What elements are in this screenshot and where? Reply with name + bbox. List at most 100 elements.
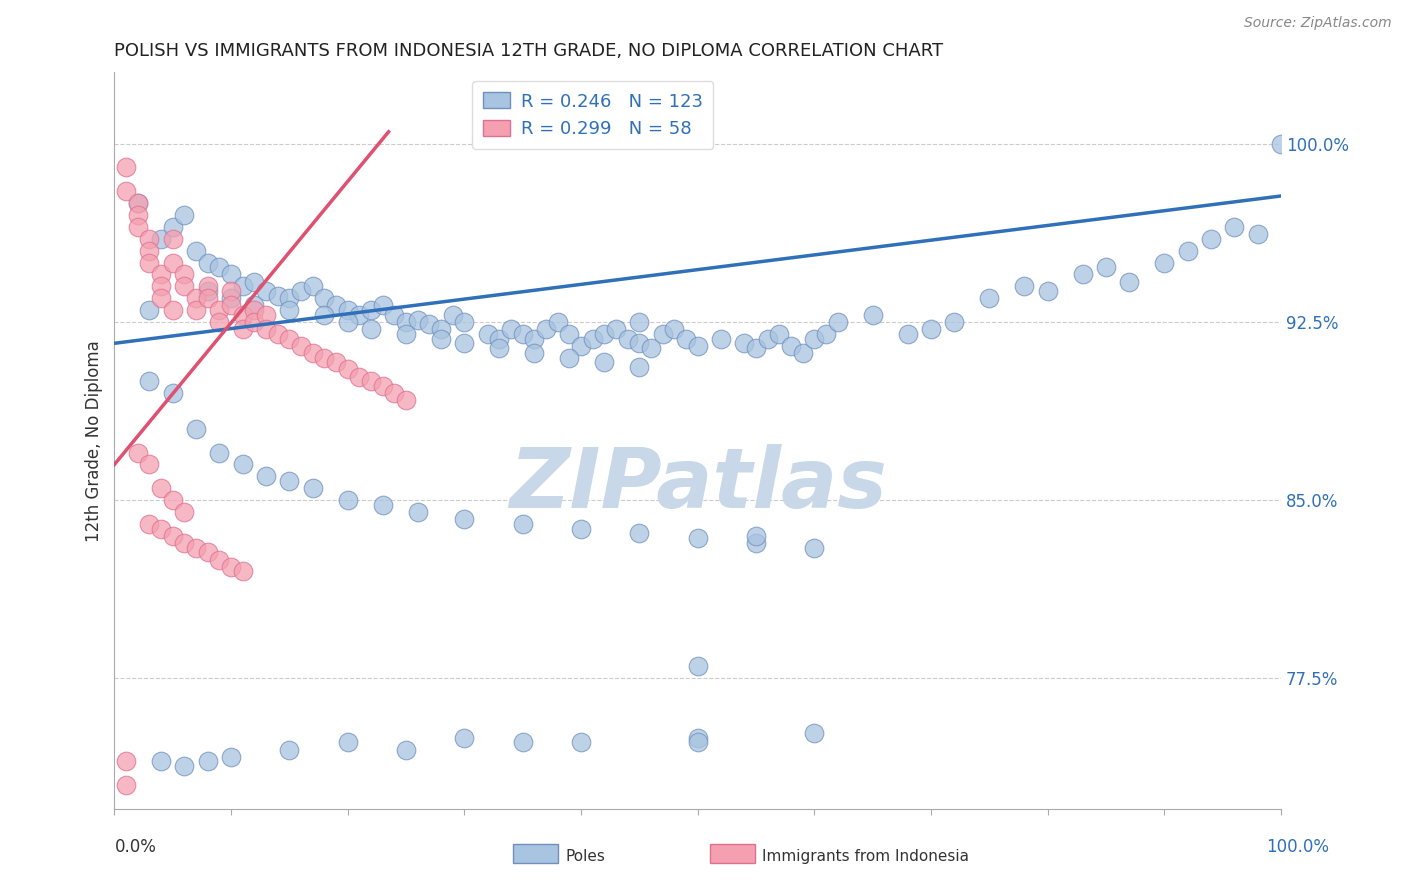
Point bbox=[127, 219, 149, 234]
Point bbox=[290, 339, 312, 353]
Point bbox=[162, 529, 184, 543]
Point bbox=[686, 531, 709, 545]
Point bbox=[243, 315, 266, 329]
Point bbox=[382, 308, 405, 322]
Point bbox=[138, 458, 160, 472]
Point bbox=[267, 326, 290, 341]
Point bbox=[1199, 232, 1222, 246]
Point bbox=[232, 565, 254, 579]
Point bbox=[314, 351, 336, 365]
Point bbox=[219, 749, 242, 764]
Point bbox=[512, 516, 534, 531]
Point bbox=[1246, 227, 1268, 241]
Point bbox=[534, 322, 557, 336]
Point bbox=[897, 326, 920, 341]
Point bbox=[219, 291, 242, 305]
Point bbox=[1071, 268, 1094, 282]
Point bbox=[1177, 244, 1199, 258]
Point bbox=[349, 308, 371, 322]
Point bbox=[745, 341, 768, 355]
Point bbox=[243, 298, 266, 312]
Point bbox=[184, 541, 207, 555]
Point bbox=[371, 298, 394, 312]
Point bbox=[395, 315, 418, 329]
Point bbox=[616, 332, 638, 346]
Point bbox=[197, 755, 219, 769]
Point bbox=[254, 469, 277, 483]
Point bbox=[173, 536, 195, 550]
Point bbox=[336, 735, 359, 749]
Point bbox=[162, 386, 184, 401]
Point bbox=[115, 161, 138, 175]
Point bbox=[488, 341, 510, 355]
Text: ZIPatlas: ZIPatlas bbox=[509, 444, 887, 525]
Point bbox=[197, 291, 219, 305]
Point bbox=[232, 458, 254, 472]
Point bbox=[232, 279, 254, 293]
Point bbox=[219, 298, 242, 312]
Point bbox=[1223, 219, 1246, 234]
Point bbox=[1270, 136, 1292, 151]
Point bbox=[558, 351, 581, 365]
Point bbox=[208, 260, 231, 275]
Point bbox=[208, 445, 231, 459]
Point bbox=[173, 268, 195, 282]
Point bbox=[232, 322, 254, 336]
Point bbox=[803, 726, 825, 740]
Point bbox=[314, 291, 336, 305]
Point bbox=[430, 322, 453, 336]
Point bbox=[371, 379, 394, 393]
Point bbox=[162, 493, 184, 508]
Point bbox=[278, 291, 301, 305]
Point bbox=[184, 422, 207, 436]
Point bbox=[664, 322, 686, 336]
Point bbox=[418, 318, 440, 332]
Point bbox=[569, 522, 592, 536]
Point bbox=[395, 326, 418, 341]
Point bbox=[453, 731, 475, 745]
Point bbox=[184, 244, 207, 258]
Point bbox=[780, 339, 803, 353]
Point bbox=[115, 184, 138, 198]
Point bbox=[686, 735, 709, 749]
Point bbox=[477, 326, 499, 341]
Point bbox=[197, 284, 219, 298]
Point bbox=[406, 312, 429, 326]
Point bbox=[920, 322, 942, 336]
Point bbox=[1036, 284, 1059, 298]
Point bbox=[675, 332, 697, 346]
Point bbox=[278, 474, 301, 488]
Point bbox=[243, 303, 266, 318]
Point bbox=[278, 332, 301, 346]
Point bbox=[651, 326, 673, 341]
Point bbox=[138, 232, 160, 246]
Point bbox=[582, 332, 605, 346]
Point bbox=[803, 332, 825, 346]
Point bbox=[814, 326, 837, 341]
Point bbox=[745, 536, 768, 550]
Point bbox=[127, 208, 149, 222]
Point bbox=[453, 336, 475, 351]
Point bbox=[254, 308, 277, 322]
Point bbox=[1153, 255, 1175, 269]
Point bbox=[768, 326, 790, 341]
Point bbox=[127, 196, 149, 211]
Point bbox=[733, 336, 755, 351]
Point bbox=[593, 326, 616, 341]
Point bbox=[628, 526, 651, 541]
Point bbox=[512, 735, 534, 749]
Point bbox=[219, 268, 242, 282]
Text: 0.0%: 0.0% bbox=[115, 838, 157, 855]
Point bbox=[360, 303, 382, 318]
Point bbox=[138, 374, 160, 388]
Point bbox=[558, 326, 581, 341]
Point bbox=[512, 326, 534, 341]
Point bbox=[127, 445, 149, 459]
Point bbox=[208, 552, 231, 566]
Point bbox=[127, 196, 149, 211]
Point bbox=[197, 545, 219, 559]
Text: Source: ZipAtlas.com: Source: ZipAtlas.com bbox=[1244, 16, 1392, 29]
Point bbox=[979, 291, 1001, 305]
Point bbox=[150, 291, 173, 305]
Point bbox=[360, 322, 382, 336]
